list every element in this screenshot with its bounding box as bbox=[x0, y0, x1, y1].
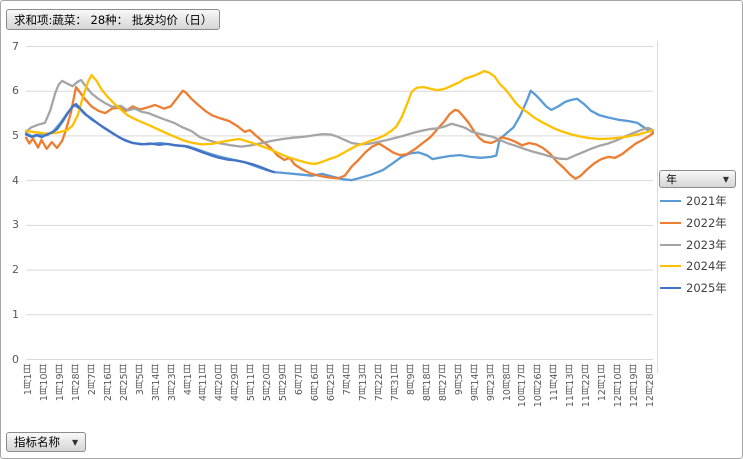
legend-field-button[interactable]: 年 ▼ bbox=[659, 170, 736, 188]
legend-label: 2023年 bbox=[686, 237, 727, 252]
x-tick-label: 2月16日 bbox=[102, 364, 114, 402]
y-tick-label: 2 bbox=[12, 263, 19, 277]
x-tick-label: 10月26日 bbox=[533, 364, 545, 408]
x-tick-label: 6月25日 bbox=[326, 364, 338, 402]
x-tick-label: 5月20日 bbox=[262, 364, 274, 402]
x-tick-label: 2月25日 bbox=[118, 364, 130, 402]
x-tick-label: 1月10日 bbox=[38, 364, 50, 402]
legend-entry-2021年[interactable]: 2021年 bbox=[660, 194, 727, 208]
y-tick-label: 5 bbox=[12, 128, 19, 142]
y-tick-label: 0 bbox=[12, 352, 19, 366]
x-tick-label: 12月1日 bbox=[597, 364, 609, 402]
x-tick-label: 4月20日 bbox=[214, 364, 226, 402]
x-tick-label: 4月11日 bbox=[198, 364, 210, 402]
y-tick-label: 3 bbox=[12, 218, 19, 232]
axis-field-label: 指标名称 bbox=[14, 435, 60, 449]
legend-line-swatch bbox=[660, 200, 681, 202]
x-tick-label: 1月1日 bbox=[23, 364, 34, 396]
x-tick-label: 9月5日 bbox=[453, 364, 465, 396]
legend-field-label: 年 bbox=[666, 173, 677, 186]
x-tick-label: 11月13日 bbox=[565, 364, 577, 408]
x-tick-label: 5月11日 bbox=[246, 364, 258, 402]
series-line-2021年[interactable] bbox=[24, 89, 655, 182]
x-tick-label: 4月29日 bbox=[230, 364, 242, 402]
x-tick-label: 1月28日 bbox=[70, 364, 82, 402]
series-line-2024年[interactable] bbox=[24, 69, 655, 166]
dropdown-arrow-icon: ▼ bbox=[722, 174, 729, 184]
x-tick-label: 7月22日 bbox=[373, 364, 385, 402]
legend-entry-2024年[interactable]: 2024年 bbox=[660, 259, 727, 273]
axis-field-button[interactable]: 指标名称 ▼ bbox=[6, 432, 87, 452]
x-tick-label: 7月13日 bbox=[357, 364, 369, 402]
legend-entry-2022年[interactable]: 2022年 bbox=[660, 216, 727, 230]
x-tick-label: 7月31日 bbox=[389, 364, 401, 402]
legend-label: 2024年 bbox=[686, 259, 727, 274]
x-tick-label: 10月17日 bbox=[517, 364, 529, 408]
legend-entry-2025年[interactable]: 2025年 bbox=[660, 281, 727, 295]
x-tick-label: 1月19日 bbox=[54, 364, 66, 402]
x-tick-label: 3月23日 bbox=[166, 364, 178, 402]
legend-line-swatch bbox=[660, 243, 681, 246]
legend-line-swatch bbox=[660, 221, 681, 224]
x-tick-label: 8月18日 bbox=[421, 364, 433, 402]
x-tick-label: 3月14日 bbox=[150, 364, 162, 402]
legend-line-swatch bbox=[660, 287, 681, 290]
x-tick-label: 5月29日 bbox=[278, 364, 290, 402]
x-tick-label: 10月8日 bbox=[501, 364, 513, 402]
dropdown-arrow-icon: ▼ bbox=[72, 437, 79, 447]
legend-label: 2025年 bbox=[686, 281, 727, 296]
series-line-2022年[interactable] bbox=[24, 85, 655, 180]
y-tick-label: 1 bbox=[12, 307, 19, 321]
x-tick-label: 11月4日 bbox=[549, 364, 561, 402]
legend-line-swatch bbox=[660, 265, 681, 268]
x-tick-label: 6月7日 bbox=[294, 364, 306, 396]
x-tick-label: 3月5日 bbox=[134, 364, 146, 396]
x-tick-label: 9月14日 bbox=[469, 364, 481, 402]
x-tick-label: 8月27日 bbox=[437, 364, 449, 402]
x-tick-label: 9月23日 bbox=[485, 364, 497, 402]
y-tick-label: 4 bbox=[12, 173, 19, 187]
y-tick-label: 7 bbox=[12, 39, 19, 53]
x-tick-label: 12月19日 bbox=[629, 364, 641, 408]
x-tick-label: 12月10日 bbox=[613, 364, 625, 408]
legend-entry-2023年[interactable]: 2023年 bbox=[660, 238, 727, 252]
y-tick-label: 6 bbox=[12, 84, 19, 98]
value-field-button[interactable]: 求和项:蔬菜： 28种： 批发均价（日） bbox=[6, 9, 221, 30]
x-tick-label: 12月28日 bbox=[645, 364, 657, 408]
legend-label: 2022年 bbox=[686, 215, 727, 230]
x-tick-label: 8月9日 bbox=[405, 364, 417, 396]
x-tick-label: 2月7日 bbox=[86, 364, 98, 396]
series-line-2023年[interactable] bbox=[24, 78, 655, 161]
x-tick-label: 6月16日 bbox=[310, 364, 322, 402]
legend-label: 2021年 bbox=[686, 194, 727, 208]
x-tick-label: 4月1日 bbox=[182, 364, 194, 396]
x-tick-label: 11月22日 bbox=[581, 364, 593, 408]
value-field-label: 求和项:蔬菜： 28种： 批发均价（日） bbox=[14, 12, 213, 27]
series-line-2025年[interactable] bbox=[24, 102, 276, 174]
x-tick-label: 7月4日 bbox=[342, 364, 353, 396]
